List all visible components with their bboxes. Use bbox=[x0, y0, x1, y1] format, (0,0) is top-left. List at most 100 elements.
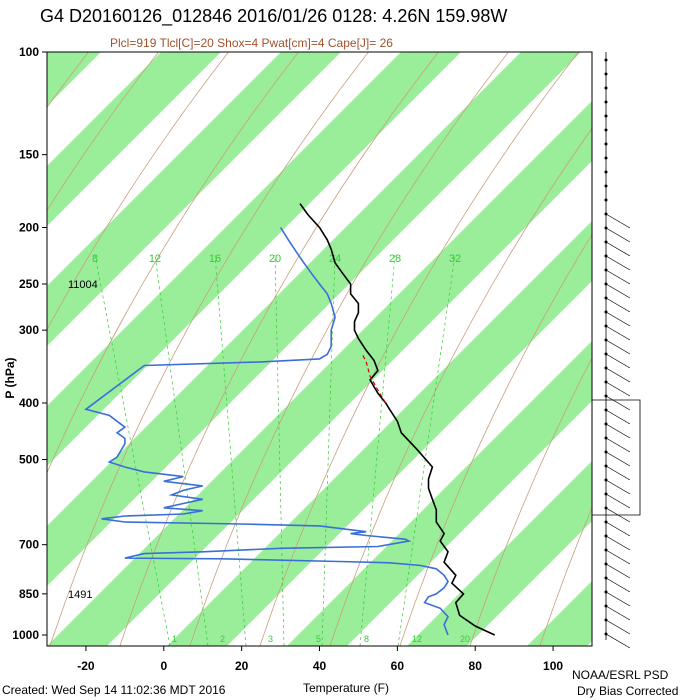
wind-barb bbox=[605, 577, 631, 593]
wind-barb bbox=[605, 549, 631, 565]
temperature-band bbox=[47, 52, 101, 106]
wind-barb bbox=[605, 605, 631, 621]
wind-barb bbox=[605, 409, 631, 425]
temperature-bands bbox=[47, 0, 700, 646]
wind-level-dot bbox=[604, 86, 608, 90]
y-tick-label: 850 bbox=[19, 587, 39, 601]
wind-barb bbox=[605, 269, 631, 285]
wind-barb bbox=[605, 521, 631, 537]
wind-level-dot bbox=[604, 100, 608, 104]
wind-panel-outline bbox=[591, 52, 641, 646]
chart-title: G4 D20160126_012846 2016/01/26 0128: 4.2… bbox=[40, 6, 508, 26]
mixing-ratio-label: 32 bbox=[449, 253, 461, 265]
wind-barb bbox=[605, 353, 631, 369]
y-tick-label: 100 bbox=[19, 45, 39, 59]
bottom-mixing-label: 1 bbox=[172, 634, 177, 644]
dry-adiabat-line bbox=[47, 52, 160, 212]
wind-barb bbox=[605, 339, 631, 355]
wind-barb bbox=[605, 493, 631, 509]
mixing-ratio-label: 8 bbox=[92, 253, 98, 265]
y-tick-label: 400 bbox=[19, 396, 39, 410]
x-tick-label: 100 bbox=[543, 659, 563, 673]
bottom-mixing-label: 20 bbox=[460, 634, 470, 644]
wind-barb bbox=[605, 241, 631, 257]
mixing-ratio-label: 16 bbox=[209, 253, 221, 265]
org-label: NOAA/ESRL PSD bbox=[572, 668, 669, 682]
bottom-mixing-label: 3 bbox=[268, 634, 273, 644]
y-tick-label: 500 bbox=[19, 452, 39, 466]
mixing-ratio-lines: 8 12 16 20 24 28 321 2 3 5 8 12 20 bbox=[92, 253, 470, 646]
x-tick-label: 60 bbox=[391, 659, 405, 673]
wind-barb bbox=[605, 381, 631, 397]
wind-level-dot bbox=[604, 72, 608, 76]
wind-barb bbox=[605, 563, 631, 579]
bottom-mixing-label: 2 bbox=[220, 634, 225, 644]
wind-barb bbox=[605, 437, 631, 453]
dry-adiabat-line bbox=[189, 52, 510, 646]
wind-barb bbox=[605, 367, 631, 383]
wind-barb bbox=[605, 395, 631, 411]
x-axis-label: Temperature (F) bbox=[303, 681, 389, 695]
wind-barb bbox=[605, 451, 631, 467]
y-tick-label: 250 bbox=[19, 277, 39, 291]
temperature-band bbox=[287, 341, 592, 646]
mixing-ratio-label: 20 bbox=[269, 253, 281, 265]
wind-barbs-panel bbox=[591, 52, 641, 649]
wind-barb bbox=[605, 633, 631, 649]
correction-note: Dry Bias Corrected bbox=[577, 684, 679, 698]
dry-adiabat-line bbox=[539, 506, 592, 646]
wind-barb bbox=[605, 535, 631, 551]
dry-adiabat-line bbox=[399, 233, 592, 646]
x-tick-label: 80 bbox=[469, 659, 483, 673]
wind-level-dot bbox=[604, 128, 608, 132]
mixing-ratio-line bbox=[321, 254, 336, 646]
mixing-ratio-line bbox=[274, 254, 285, 646]
wind-barb bbox=[605, 591, 631, 607]
bottom-mixing-label: 12 bbox=[412, 634, 422, 644]
wind-barb bbox=[605, 325, 631, 341]
wind-barb bbox=[605, 255, 631, 271]
y-tick-label: 200 bbox=[19, 221, 39, 235]
mixing-ratio-line bbox=[214, 254, 247, 646]
temperature-band bbox=[47, 52, 221, 226]
wind-barb bbox=[605, 479, 631, 495]
wind-barb bbox=[605, 423, 631, 439]
series-temperature-line bbox=[299, 203, 496, 636]
series-parcel-line bbox=[361, 354, 387, 404]
wind-barb bbox=[605, 297, 631, 313]
dry-adiabat-line bbox=[49, 52, 370, 646]
wind-level-dot bbox=[604, 170, 608, 174]
wind-level-dot bbox=[604, 184, 608, 188]
mixing-ratio-label: 28 bbox=[389, 253, 401, 265]
axes: 100 150 200 250 300 400 500 700 850 1000 -20 0 20 40 6… bbox=[3, 45, 563, 695]
sounding-indices: Plcl=919 Tlcl[C]=20 Shox=4 Pwat[cm]=4 Ca… bbox=[110, 36, 393, 50]
x-tick-label: 40 bbox=[313, 659, 327, 673]
wind-barb bbox=[605, 283, 631, 299]
y-tick-label: 1000 bbox=[12, 628, 39, 642]
sounding-profiles bbox=[84, 203, 496, 636]
dry-adiabat-line bbox=[119, 52, 440, 646]
height-label: 1491 bbox=[68, 589, 92, 601]
bottom-mixing-label: 5 bbox=[316, 634, 321, 644]
temperature-band bbox=[647, 0, 700, 646]
x-tick-label: 0 bbox=[160, 659, 167, 673]
mixing-ratio-label: 24 bbox=[329, 253, 341, 265]
dry-adiabat-line bbox=[47, 52, 230, 331]
wind-barb bbox=[605, 227, 631, 243]
wind-barb bbox=[605, 465, 631, 481]
wind-level-dot bbox=[604, 58, 608, 62]
mixing-ratio-label: 12 bbox=[149, 253, 161, 265]
mixing-ratio-line bbox=[94, 254, 171, 646]
x-tick-label: -20 bbox=[77, 659, 95, 673]
temperature-band bbox=[407, 461, 592, 646]
wind-barb bbox=[605, 619, 631, 635]
series-dewpoint-line bbox=[84, 227, 449, 636]
temperature-band bbox=[47, 52, 581, 586]
y-tick-label: 150 bbox=[19, 148, 39, 162]
temperature-band bbox=[527, 581, 592, 646]
y-tick-label: 300 bbox=[19, 323, 39, 337]
dry-adiabat-line bbox=[0, 0, 67, 686]
wind-barb bbox=[605, 311, 631, 327]
dry-adiabat-line bbox=[47, 52, 300, 474]
